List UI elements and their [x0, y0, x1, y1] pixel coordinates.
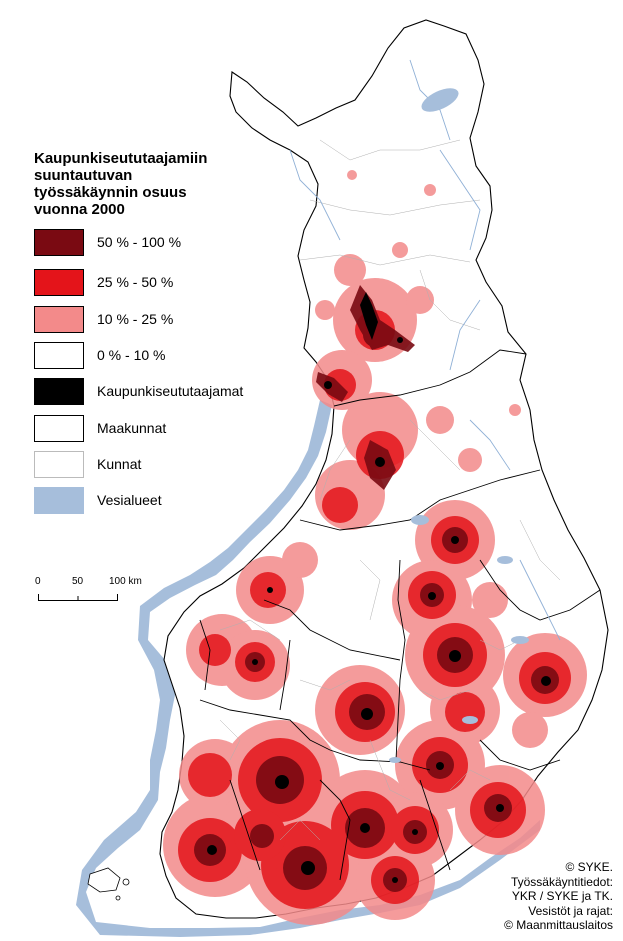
legend-swatch — [34, 306, 84, 333]
legend-title-line: Kaupunkiseututaajamiin — [34, 150, 208, 167]
legend-swatch — [34, 378, 84, 405]
scale-bar: 0 50 100 km — [33, 576, 153, 606]
scale-tick-label: 100 km — [109, 576, 142, 587]
legend-swatch — [34, 451, 84, 478]
credit-line: © SYKE. — [565, 860, 613, 874]
municipality-borders — [219, 139, 561, 841]
scale-tick-label: 50 — [72, 576, 84, 587]
legend-swatch — [34, 415, 84, 442]
region-borders — [199, 349, 601, 881]
scale-tick-label: 0 — [35, 576, 41, 587]
scale-bar-line — [38, 594, 118, 601]
lakes — [389, 88, 529, 763]
legend-title-line: työssäkäynnin osuus — [34, 184, 187, 201]
aland-islands — [87, 867, 130, 901]
legend-title-line: vuonna 2000 — [34, 201, 125, 218]
rivers — [289, 59, 561, 641]
legend-label: 25 % - 50 % — [97, 274, 174, 290]
legend-label: Vesialueet — [97, 492, 162, 508]
legend-label: 50 % - 100 % — [97, 234, 182, 250]
legend-label: Kunnat — [97, 456, 142, 472]
legend-label: 0 % - 10 % — [97, 347, 166, 363]
legend-title-line: suuntautuvan — [34, 167, 133, 184]
legend-label: Kaupunkiseututaajamat — [97, 383, 244, 399]
credit-line: Työssäkäyntitiedot: — [510, 874, 613, 889]
legend-swatch — [34, 269, 84, 296]
urban-settlements — [207, 292, 551, 883]
legend-swatch — [34, 487, 84, 514]
legend-swatch — [34, 229, 84, 256]
legend-label: Maakunnat — [97, 420, 167, 436]
credit-line: Vesistöt ja rajat: — [528, 903, 613, 918]
credit-line: YKR / SYKE ja TK. — [511, 889, 613, 903]
legend-label: 10 % - 25 % — [97, 311, 174, 327]
legend-title: Kaupunkiseututaajamiin suuntautuvan työs… — [34, 150, 244, 218]
credits: © SYKE. Työssäkäyntitiedot: YKR / SYKE j… — [504, 860, 613, 933]
credit-line: © Maanmittauslaitos — [504, 918, 613, 932]
legend-swatch — [34, 342, 84, 369]
